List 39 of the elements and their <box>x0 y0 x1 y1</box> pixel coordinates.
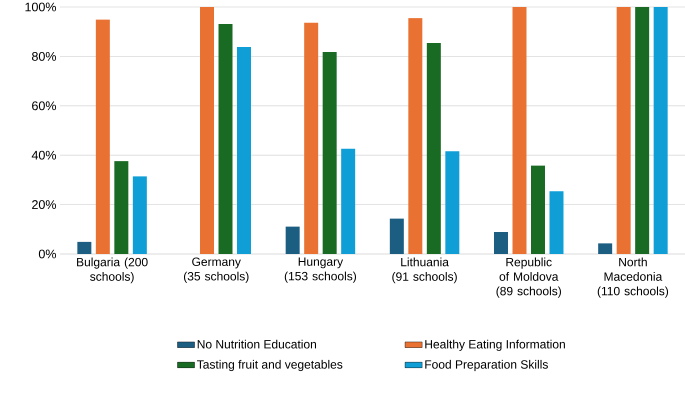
y-tick-label: 0% <box>38 250 56 258</box>
bar <box>237 47 252 254</box>
x-tick-label: Bulgaria (200 schools) <box>77 258 148 284</box>
bar <box>218 24 233 254</box>
bar <box>286 226 300 254</box>
bar <box>512 6 526 254</box>
y-tick-label: 20% <box>32 200 56 210</box>
y-tick-label: 60% <box>32 101 56 110</box>
bar <box>616 6 631 254</box>
x-tick-label: Germany (35 schools) <box>184 258 249 283</box>
bar <box>494 232 508 254</box>
bar <box>114 161 128 254</box>
y-tick-label: 80% <box>32 52 56 61</box>
x-tick-label: Lithuania (91 schools) <box>392 258 457 284</box>
x-tick-label: Hungary (153 schools) <box>284 258 356 283</box>
bar <box>322 52 337 254</box>
x-tick-label: Republic of Moldova (89 schools) <box>496 258 561 298</box>
bar <box>341 148 356 254</box>
bar <box>445 151 460 254</box>
y-tick-label: 40% <box>32 150 56 160</box>
bar <box>654 6 668 254</box>
bar <box>96 20 110 254</box>
bar <box>408 18 422 254</box>
bar <box>200 6 214 254</box>
bar <box>549 191 564 254</box>
x-tick-label: North Macedonia (110 schools) <box>598 258 668 298</box>
bar <box>390 218 404 254</box>
legend-label: Tasting fruit and vegetables <box>197 360 342 372</box>
bar <box>77 242 92 254</box>
legend-label: Healthy Eating Information <box>425 340 565 351</box>
bar <box>635 6 650 254</box>
legend-label: Food Preparation Skills <box>425 360 548 372</box>
y-tick-label: 100% <box>25 2 56 12</box>
bar <box>598 243 612 254</box>
bar <box>304 22 318 254</box>
bar <box>530 166 545 254</box>
bar <box>132 176 147 254</box>
bar <box>426 43 441 254</box>
legend-label: No Nutrition Education <box>198 340 316 348</box>
